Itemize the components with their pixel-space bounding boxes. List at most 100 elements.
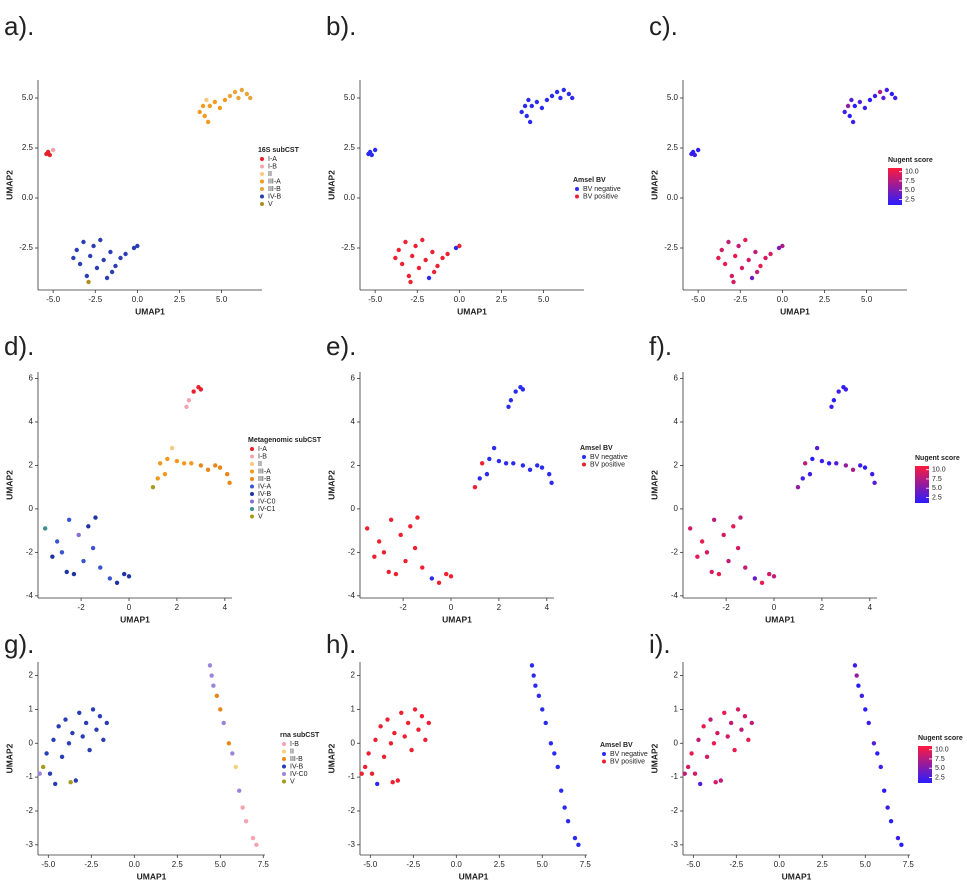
point (211, 683, 216, 688)
point (54, 539, 60, 544)
point (753, 249, 758, 255)
y-tick-label: -3 (671, 840, 679, 849)
point (93, 515, 98, 520)
panel-label: b). (326, 11, 356, 41)
legend-label: I-A (268, 156, 277, 163)
point (426, 275, 432, 281)
y-axis-label: UMAP2 (326, 170, 336, 200)
y-tick-label: 2 (674, 671, 679, 680)
point (44, 751, 49, 756)
point (759, 580, 765, 585)
x-axis-label: UMAP1 (120, 614, 150, 624)
y-tick-label: -3 (348, 840, 356, 849)
point (419, 713, 425, 719)
x-tick-label: -2.5 (84, 860, 98, 869)
point (829, 404, 834, 409)
colorbar-tick-label: 10.0 (932, 467, 946, 474)
point (768, 251, 773, 257)
point (90, 707, 96, 712)
point (381, 754, 387, 760)
point (205, 467, 211, 472)
y-tick-label: 2.5 (667, 143, 679, 152)
legend-label: I-B (290, 741, 299, 748)
point (729, 273, 735, 279)
point (374, 781, 380, 787)
legend-key (282, 742, 286, 746)
colorbar (888, 168, 902, 205)
y-tick-label: 5.0 (667, 93, 679, 102)
panel-label: i). (649, 629, 671, 659)
legend-key (282, 749, 286, 754)
y-tick-label: 6 (29, 374, 34, 383)
x-tick-label: -2.5 (733, 295, 747, 304)
point (533, 683, 538, 688)
point (685, 764, 691, 770)
colorbar-title: Nugent score (918, 735, 963, 742)
legend-key (282, 772, 286, 776)
point (695, 147, 701, 153)
colorbar (918, 746, 932, 783)
point (716, 255, 721, 261)
point (725, 734, 730, 739)
point (37, 771, 42, 776)
point (114, 580, 120, 585)
point (566, 91, 572, 97)
legend-label: BV negative (583, 186, 621, 193)
point (403, 558, 408, 564)
point (222, 97, 228, 103)
legend-label: III-B (268, 186, 281, 193)
point (882, 788, 887, 793)
point (704, 550, 710, 555)
point (695, 554, 700, 559)
panel: a). -5.0 -2.5 0.0 2.5 5.0 -2.5 0.0 2.5 5.0 UMAP1 UM… (4, 11, 300, 316)
point (113, 263, 118, 269)
colorbar-tick-label: 10.0 (905, 169, 919, 176)
point (217, 105, 223, 111)
point (889, 91, 895, 97)
point (218, 707, 223, 712)
y-tick-label: 1 (351, 705, 356, 714)
point (174, 458, 180, 464)
point (435, 263, 440, 269)
x-tick-label: 0 (449, 603, 454, 612)
legend-key (250, 484, 254, 489)
x-tick-label: 5.0 (538, 295, 550, 304)
point (204, 97, 209, 103)
point (86, 279, 91, 285)
point (814, 445, 820, 451)
point (47, 152, 52, 158)
panel-label: h). (326, 629, 356, 659)
point (86, 524, 91, 529)
point (406, 273, 412, 279)
point (834, 461, 839, 466)
point (399, 261, 405, 267)
point (687, 526, 693, 531)
y-tick-label: 0.0 (22, 193, 34, 202)
point (477, 476, 482, 481)
y-tick-label: -2 (348, 547, 356, 556)
point (243, 818, 249, 824)
point (66, 741, 72, 746)
point (719, 247, 724, 253)
point (726, 558, 731, 564)
point (236, 95, 241, 101)
point (131, 245, 137, 251)
x-tick-label: 4 (545, 603, 550, 612)
point (412, 545, 418, 551)
panel: f). -2 0 2 4 -4 -2 0 2 4 6 UMAP1 UMAP2 Nugent score 2.… (649, 331, 960, 624)
point (408, 524, 413, 529)
y-tick-label: -4 (348, 591, 356, 600)
panel: h). -5.0 -2.5 0.0 2.5 5.0 7.5 -3 -2 -1 0 1 2 UMAP1 UMA… (326, 629, 648, 880)
point (819, 458, 825, 464)
point (743, 237, 748, 243)
point (847, 113, 852, 119)
x-tick-label: 4 (868, 603, 873, 612)
point (51, 737, 56, 743)
y-tick-label: -2 (671, 806, 679, 815)
point (91, 243, 96, 249)
point (836, 389, 841, 394)
point (408, 279, 413, 285)
point (413, 243, 418, 249)
point (552, 751, 557, 756)
x-tick-label: 2.5 (496, 295, 508, 304)
